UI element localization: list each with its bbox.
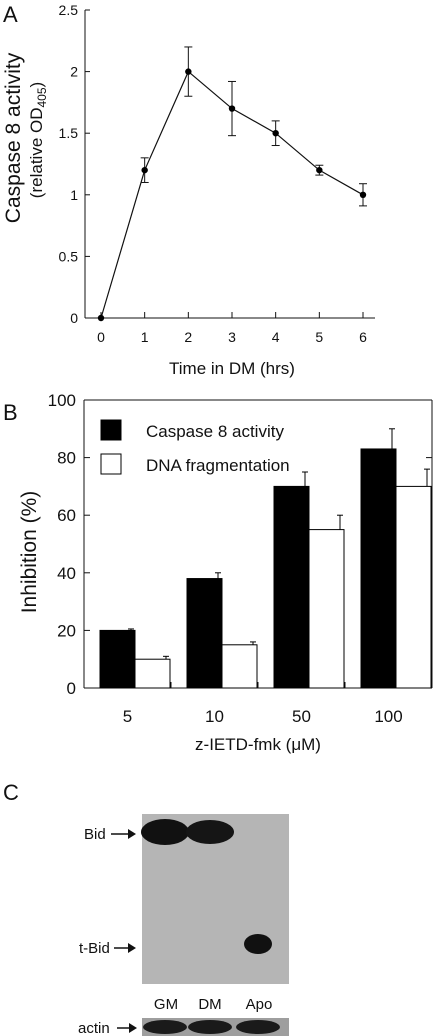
legend-swatch-dna (100, 453, 122, 475)
panel-b-x-tick-label: 10 (205, 707, 224, 726)
panel-a-x-ticks: 0 1 2 3 4 5 6 (97, 312, 367, 345)
caspase8-bar (186, 578, 223, 689)
bar-chart-inhibition: 0 20 40 60 80 100 5 10 50 100 Caspase 8 activity… (18, 391, 433, 754)
panel-a-data-point (272, 130, 279, 137)
panel-a-x-tick-label: 5 (315, 329, 323, 345)
panel-a-x-tick-label: 4 (272, 329, 280, 345)
panel-a-data-point (228, 105, 236, 112)
panel-a-y-axis-title: Caspase 8 activity (2, 52, 25, 223)
panel-b-legend: Caspase 8 activity DNA fragmentation (100, 419, 290, 475)
panel-b-bars (99, 428, 432, 689)
actin-arrow-icon (129, 1023, 137, 1033)
panel-a-x-axis-title: Time in DM (hrs) (169, 359, 295, 378)
panel-b-x-ticks: 5 10 50 100 (123, 682, 403, 726)
caspase8-bar (99, 629, 136, 689)
panel-a-points (97, 46, 367, 322)
panel-a-y-axis-subtitle: (relative OD405) (27, 82, 49, 198)
panel-a-y-ticks: 0 0.5 1 1.5 2 2.5 (59, 2, 90, 326)
western-blot-bid: Bid t-Bid GM DM Apo actin (78, 814, 289, 1036)
dna-fragmentation-bar (395, 485, 432, 689)
legend-label-caspase8: Caspase 8 activity (146, 422, 284, 441)
dna-fragmentation-bar (134, 658, 171, 689)
panel-a-x-tick-label: 2 (184, 329, 192, 345)
panel-b-y-axis-title: Inhibition (%) (18, 491, 41, 614)
panel-c-label: C (3, 780, 19, 805)
tbid-band-apo (244, 934, 272, 954)
line-chart-caspase8-time: 0 0.5 1 1.5 2 2.5 0 1 2 3 4 5 6 Time in DM (hrs) Ca… (2, 2, 375, 378)
lane-label-gm: GM (154, 996, 178, 1013)
panel-a-y-tick-label: 2 (70, 64, 78, 80)
panel-a-y-tick-label: 0.5 (59, 248, 79, 264)
bid-marker-label: Bid (84, 826, 106, 843)
lane-label-apo: Apo (246, 996, 273, 1013)
panel-b-y-tick-label: 0 (67, 679, 76, 698)
bid-arrow-icon (128, 829, 136, 839)
panel-b-x-tick-label: 5 (123, 707, 132, 726)
panel-b-x-axis-title: z-IETD-fmk (μM) (195, 735, 321, 754)
panel-a-y-tick-label: 2.5 (59, 2, 79, 18)
bid-band-dm (186, 820, 234, 844)
panel-a-y-tick-label: 1 (70, 187, 78, 203)
legend-label-dna: DNA fragmentation (146, 456, 290, 475)
panel-a-x-tick-label: 6 (359, 329, 367, 345)
panel-a-data-point (316, 166, 323, 174)
actin-band-apo (236, 1020, 280, 1034)
panel-a-y-sub-text: (relative OD (27, 108, 46, 199)
panel-a-x-tick-label: 3 (228, 329, 236, 345)
lane-label-dm: DM (198, 996, 221, 1013)
caspase8-bar (360, 448, 397, 689)
panel-a-y-tick-label: 1.5 (59, 125, 79, 141)
panel-a-data-point (359, 191, 367, 198)
panel-b-x-tick-label: 100 (374, 707, 402, 726)
panel-a-x-tick-label: 0 (97, 329, 105, 345)
dna-fragmentation-bar (308, 529, 345, 689)
tbid-marker-label: t-Bid (79, 940, 110, 957)
panel-b-y-tick-label: 100 (48, 391, 76, 410)
panel-a-data-point (97, 314, 105, 322)
legend-swatch-caspase8 (100, 419, 122, 441)
panel-a-x-tick-label: 1 (141, 329, 149, 345)
actin-band-gm (143, 1020, 187, 1034)
panel-a-data-point (141, 166, 148, 174)
actin-band-dm (188, 1020, 232, 1034)
panel-b-y-tick-label: 20 (57, 621, 76, 640)
panel-b-y-tick-label: 80 (57, 449, 76, 468)
panel-b-y-ticks: 0 20 40 60 80 100 (48, 391, 432, 698)
panel-b-y-tick-label: 60 (57, 506, 76, 525)
tbid-arrow-icon (128, 943, 136, 953)
bid-band-gm (141, 819, 189, 845)
panel-b-y-tick-label: 40 (57, 564, 76, 583)
caspase8-bar (273, 485, 310, 689)
panel-a-y-sub-close: ) (27, 82, 46, 88)
panel-b-label: B (3, 400, 18, 425)
dna-fragmentation-bar (221, 644, 258, 689)
panel-a-y-tick-label: 0 (70, 310, 78, 326)
actin-marker-label: actin (78, 1020, 110, 1036)
panel-a-label: A (3, 2, 18, 27)
panel-a-data-point (185, 68, 192, 75)
panel-a-y-sub-subscript: 405 (35, 87, 49, 107)
panel-b-x-tick-label: 50 (292, 707, 311, 726)
